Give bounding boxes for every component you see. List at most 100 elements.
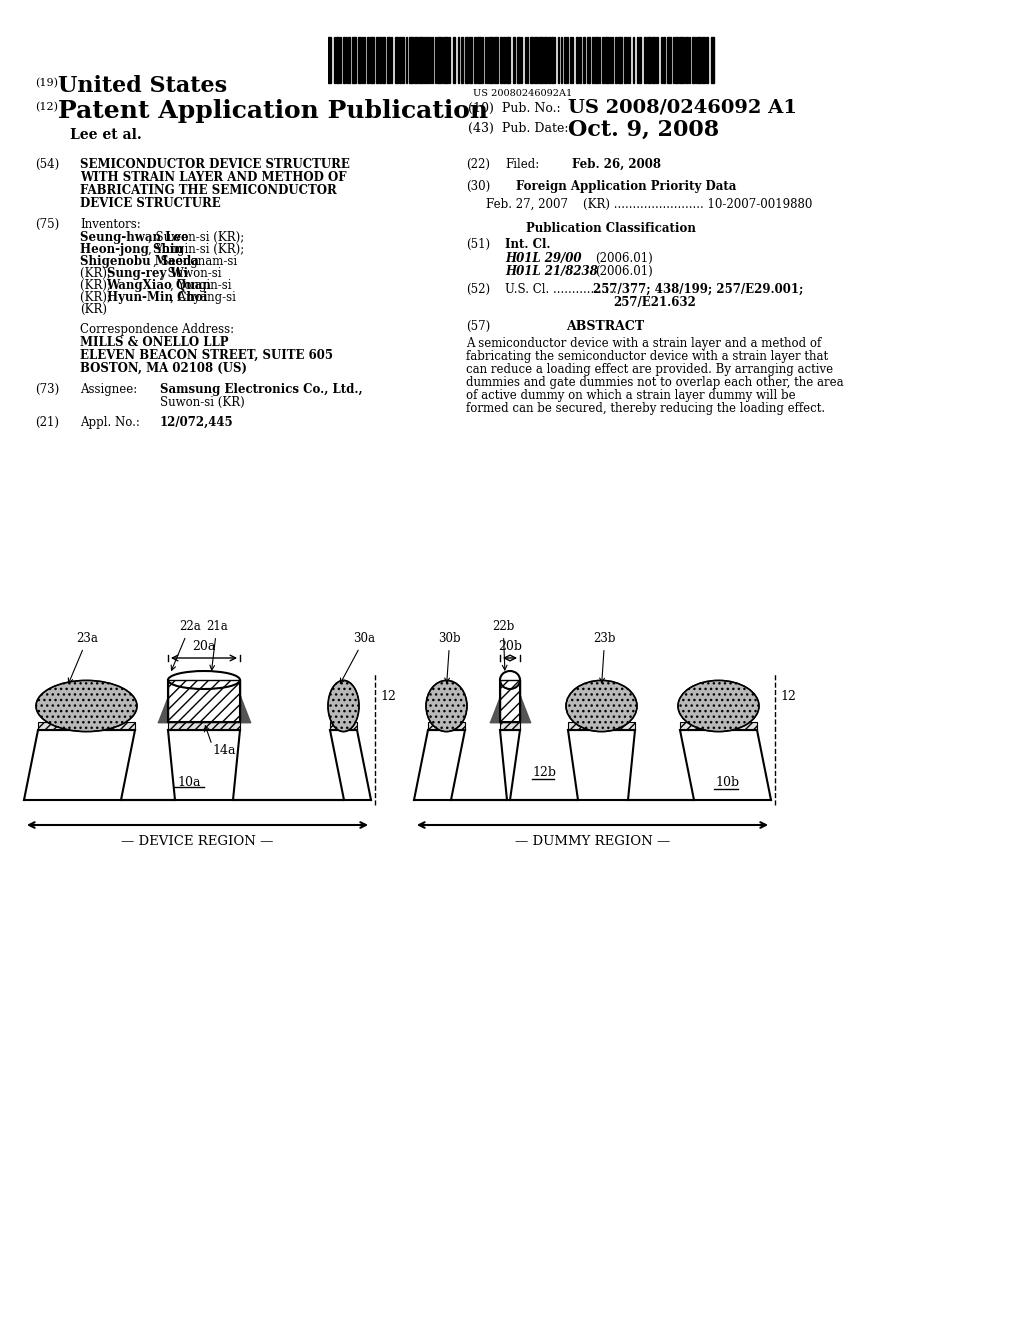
Bar [561,37,562,83]
Bar [430,37,431,83]
Bar [592,37,594,83]
Bar [652,37,654,83]
Bar [639,37,641,83]
Ellipse shape [678,680,759,731]
Text: US 20080246092A1: US 20080246092A1 [473,90,571,99]
Bar [569,37,571,83]
Text: 23a: 23a [69,632,98,682]
Text: (30): (30) [466,180,490,193]
Bar [517,37,520,83]
Text: (22): (22) [466,158,490,172]
Text: 257/E21.632: 257/E21.632 [613,296,696,309]
Text: 20b: 20b [498,640,522,653]
Text: 12/072,445: 12/072,445 [160,416,233,429]
Text: , Anyang-si: , Anyang-si [170,290,236,304]
Bar [629,37,631,83]
Text: Foreign Application Priority Data: Foreign Application Priority Data [516,180,736,193]
Text: 21a: 21a [206,620,227,671]
Text: (43)  Pub. Date:: (43) Pub. Date: [468,121,568,135]
Text: (51): (51) [466,238,490,251]
Bar [575,37,579,83]
Bar [568,722,635,730]
Ellipse shape [36,680,137,731]
Bar [602,37,604,83]
Text: — DEVICE REGION —: — DEVICE REGION — [121,836,273,847]
Text: Suwon-si (KR): Suwon-si (KR) [160,396,245,409]
Bar [358,37,360,83]
Text: — DUMMY REGION —: — DUMMY REGION — [515,836,670,847]
Bar [334,37,335,83]
Bar [489,37,494,83]
Bar [647,37,651,83]
Bar [482,37,483,83]
Text: (KR);: (KR); [80,290,115,304]
Text: US 2008/0246092 A1: US 2008/0246092 A1 [568,99,797,117]
Bar [689,37,690,83]
Bar [401,37,404,83]
Bar [595,37,598,83]
Text: 22a: 22a [171,620,201,671]
Bar [450,37,451,83]
Bar [168,722,240,730]
Text: (2006.01): (2006.01) [595,252,652,265]
Bar [706,37,709,83]
Bar [453,37,456,83]
Bar [328,37,332,83]
Bar [365,37,366,83]
Text: (KR);: (KR); [80,279,115,292]
Text: Publication Classification: Publication Classification [526,222,696,235]
Polygon shape [158,696,168,722]
Text: Lee et al.: Lee et al. [70,128,141,143]
Polygon shape [240,696,250,722]
Text: Sung-rey Wi: Sung-rey Wi [106,267,187,280]
Text: 12: 12 [780,690,796,702]
Bar [458,37,459,83]
Bar [660,37,663,83]
Bar [580,37,581,83]
Bar [554,37,555,83]
Bar [410,37,413,83]
Text: of active dummy on which a strain layer dummy will be: of active dummy on which a strain layer … [466,389,796,403]
Text: (73): (73) [35,383,59,396]
Bar [587,37,590,83]
Text: , Yongin-si (KR);: , Yongin-si (KR); [148,243,245,256]
Text: Heon-jong Shin: Heon-jong Shin [80,243,183,256]
Bar [399,37,400,83]
Bar [633,37,634,83]
Bar [387,37,390,83]
Bar [414,37,418,83]
Bar [697,37,701,83]
Bar [330,722,357,730]
Text: Feb. 27, 2007    (KR) ........................ 10-2007-0019880: Feb. 27, 2007 (KR) .....................… [486,198,812,211]
Bar [673,37,674,83]
Bar [379,37,381,83]
Bar [664,37,665,83]
Bar [540,37,543,83]
Text: 22b: 22b [492,620,514,671]
Bar [406,37,407,83]
Text: 10b: 10b [716,776,739,789]
Bar [346,37,347,83]
Bar [605,37,608,83]
Bar [487,37,488,83]
Text: SEMICONDUCTOR DEVICE STRUCTURE: SEMICONDUCTOR DEVICE STRUCTURE [80,158,350,172]
Bar [424,37,426,83]
Text: Appl. No.:: Appl. No.: [80,416,140,429]
Text: can reduce a loading effect are provided. By arranging active: can reduce a loading effect are provided… [466,363,834,376]
Bar [38,722,135,730]
Bar [686,37,688,83]
Text: , Suwon-si (KR);: , Suwon-si (KR); [148,231,245,244]
Text: H01L 29/00: H01L 29/00 [505,252,582,265]
Bar [444,37,449,83]
Text: Filed:: Filed: [505,158,540,172]
Text: BOSTON, MA 02108 (US): BOSTON, MA 02108 (US) [80,362,247,375]
Bar [695,37,696,83]
Text: 30b: 30b [438,632,461,682]
Bar [367,37,369,83]
Bar [512,37,515,83]
Text: 12b: 12b [532,767,556,780]
Text: (19): (19) [35,78,58,88]
Ellipse shape [328,680,359,731]
Text: 30a: 30a [340,632,376,684]
Bar [465,37,468,83]
